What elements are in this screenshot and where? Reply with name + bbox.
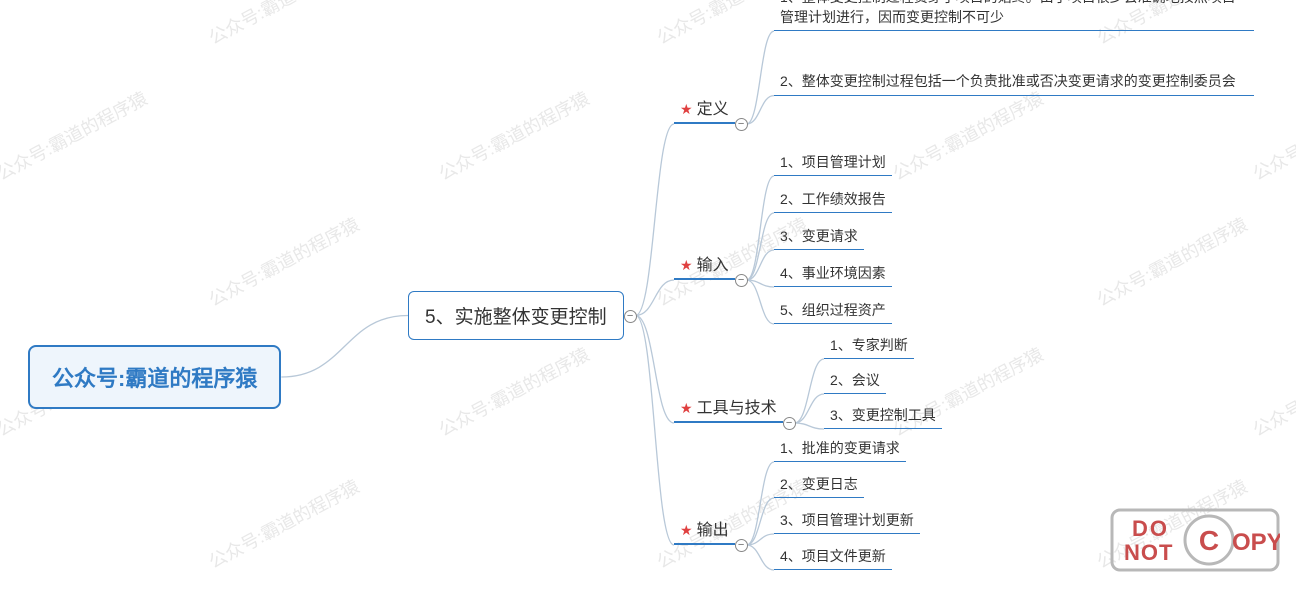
topic-node[interactable]: 5、实施整体变更控制 — [408, 291, 624, 340]
branch-definition[interactable]: ★定义 — [674, 93, 735, 124]
star-icon: ★ — [680, 522, 693, 538]
branch-label: 定义 — [697, 101, 729, 118]
leaf-node[interactable]: 2、变更日志 — [774, 472, 864, 498]
collapse-toggle-icon[interactable] — [735, 118, 748, 131]
svg-text:NOT: NOT — [1124, 540, 1173, 565]
leaf-node[interactable]: 5、组织过程资产 — [774, 298, 892, 324]
leaf-node[interactable]: 1、批准的变更请求 — [774, 436, 906, 462]
leaf-node[interactable]: 3、变更控制工具 — [824, 403, 942, 429]
root-node[interactable]: 公众号:霸道的程序猿 — [28, 345, 281, 409]
mindmap-diagram: 公众号:霸道的程序猿 5、实施整体变更控制 ★定义1、整体变更控制过程贯穿于项目… — [0, 0, 1296, 593]
branch-tools[interactable]: ★工具与技术 — [674, 392, 783, 423]
leaf-node[interactable]: 2、工作绩效报告 — [774, 187, 892, 213]
branch-input[interactable]: ★输入 — [674, 249, 735, 280]
leaf-node[interactable]: 1、专家判断 — [824, 333, 914, 359]
collapse-toggle-icon[interactable] — [735, 539, 748, 552]
leaf-node[interactable]: 4、项目文件更新 — [774, 544, 892, 570]
svg-text:DO: DO — [1132, 516, 1169, 541]
leaf-node[interactable]: 1、整体变更控制过程贯穿于项目的始终。由于项目很少会准确地按照项目管理计划进行，… — [774, 0, 1254, 31]
star-icon: ★ — [680, 257, 693, 273]
branch-label: 输入 — [697, 257, 729, 274]
collapse-toggle-icon[interactable] — [735, 274, 748, 287]
leaf-node[interactable]: 2、整体变更控制过程包括一个负责批准或否决变更请求的变更控制委员会 — [774, 70, 1254, 96]
branch-label: 工具与技术 — [697, 400, 777, 417]
leaf-node[interactable]: 1、项目管理计划 — [774, 150, 892, 176]
star-icon: ★ — [680, 400, 693, 416]
leaf-node[interactable]: 3、项目管理计划更新 — [774, 508, 920, 534]
branch-output[interactable]: ★输出 — [674, 514, 735, 545]
stamp-svg: DO NOT C OPY — [1110, 508, 1280, 572]
do-not-copy-stamp: DO NOT C OPY — [1110, 508, 1280, 577]
collapse-toggle-icon[interactable] — [624, 310, 637, 323]
svg-text:C: C — [1199, 525, 1219, 556]
leaf-node[interactable]: 3、变更请求 — [774, 224, 864, 250]
collapse-toggle-icon[interactable] — [783, 417, 796, 430]
svg-text:OPY: OPY — [1232, 529, 1280, 556]
star-icon: ★ — [680, 101, 693, 117]
leaf-node[interactable]: 2、会议 — [824, 368, 886, 394]
branch-label: 输出 — [697, 522, 729, 539]
leaf-node[interactable]: 4、事业环境因素 — [774, 261, 892, 287]
